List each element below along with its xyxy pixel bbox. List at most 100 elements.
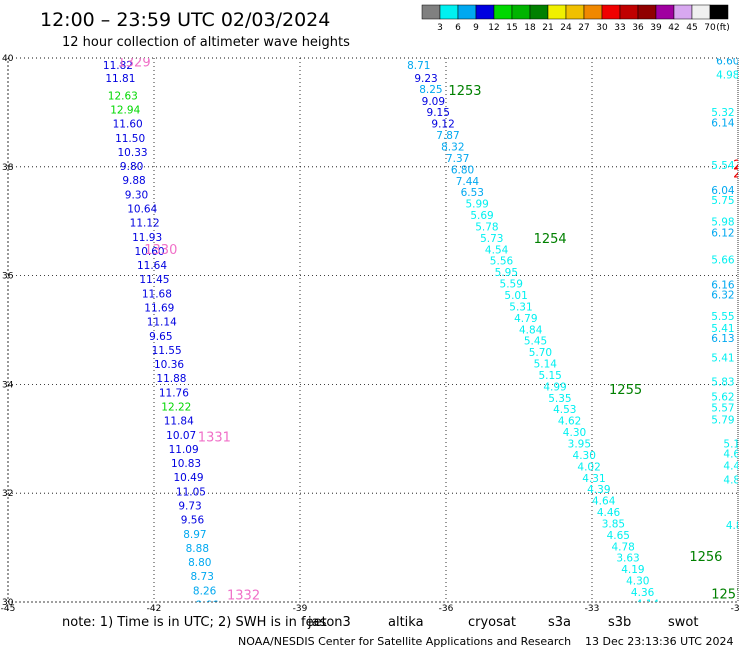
footer-credit: NOAA/NESDIS Center for Satellite Applica… [238,635,571,648]
legend-swatch [583,4,603,20]
wave-height-value: 5.57 [711,403,734,415]
wave-height-value: 6.04 [711,185,735,197]
wave-height-value: 4.39 [587,484,610,496]
wave-height-value: 4.54 [485,244,509,256]
wave-height-value: 4.69 [723,448,740,460]
wave-height-value: 4.46 [597,507,621,519]
pass-number-label: 1330 [144,243,177,258]
wave-height-value: 4.19 [621,564,644,576]
satellite-label: swot [668,615,698,630]
wave-height-value: 4.65 [607,530,630,542]
legend-swatch [673,4,693,20]
legend-swatch [619,4,639,20]
wave-height-value: 5.66 [711,255,735,267]
legend-label: 3 [437,23,443,33]
y-tick-label: 36 [2,272,14,282]
wave-height-value: 8.71 [407,60,430,72]
wave-height-value: 5.59 [500,279,523,291]
x-tick-label: -39 [293,604,308,614]
y-tick-label: 30 [2,598,14,608]
satellite-legend: jason3 altika cryosat s3a s3b swot [307,615,698,630]
pass-number-label: 1254 [534,232,567,247]
wave-height-value: 4.30 [573,450,596,462]
wave-height-value: 5.56 [490,256,514,268]
legend-label: 30 [596,23,608,33]
wave-height-value: 8.66 [195,600,219,612]
footer-timestamp: 13 Dec 23:13:36 UTC 2024 [585,635,733,648]
x-tick-label: -30 [731,604,740,614]
wave-height-value: 12.94 [110,104,140,116]
wave-height-value: 4.53 [553,404,576,416]
wave-height-value: 11.60 [113,119,143,131]
wave-height-value: 5.14 [534,359,558,371]
wave-height-value: 8.88 [186,543,209,555]
y-tick-label: 38 [2,163,14,173]
x-tick-label: -33 [585,604,600,614]
edge-mark: 2 [733,167,740,182]
wave-height-value: 5.62 [711,392,734,404]
wave-height-value: 7.37 [446,153,469,165]
wave-height-value: 9.80 [120,161,143,173]
legend-label: 33 [614,23,625,33]
pass-number-label: 1255 [609,383,642,398]
wave-height-value: 11.76 [159,387,189,399]
wave-height-value: 8.97 [183,529,206,541]
y-tick-label: 40 [2,54,14,64]
wave-height-value: 4.78 [611,541,634,553]
wave-height-value: 9.12 [431,119,454,131]
wave-height-value: 7.44 [456,176,480,188]
wave-height-value: 4.98 [716,70,739,82]
wave-height-value: 4.30 [563,427,586,439]
x-tick-label: -42 [147,604,162,614]
wave-height-value: 11.88 [156,373,186,385]
wave-height-value: 5.73 [480,233,503,245]
x-tick-label: -36 [439,604,454,614]
wave-height-value: 11.05 [176,486,206,498]
wave-height-value: 4.31 [582,473,605,485]
wave-height-value: 4.87 [723,474,740,486]
chart-title: 12:00 – 23:59 UTC 02/03/2024 [40,9,330,31]
wave-height-value: 5.70 [529,347,552,359]
wave-height-value: 4.84 [726,520,740,532]
wave-height-value: 4.02 [577,461,600,473]
wave-height-value: 12.63 [108,90,138,102]
edge-mark: 2 [733,159,740,174]
legend-swatch [511,4,531,20]
wave-height-value: 6.60 [716,56,739,68]
wave-height-value: 5.32 [711,107,734,119]
wave-height-value: 5.54 [711,160,735,172]
wave-height-value: 5.69 [470,210,493,222]
wave-height-value: 11.09 [169,444,199,456]
wave-height-value: 5.45 [524,336,547,348]
wave-height-value: 8.26 [193,585,217,597]
pass-number-label: 1331 [198,431,231,446]
wave-height-value: 6.80 [451,164,474,176]
legend-unit: (ft) [716,23,730,33]
legend-swatch [493,4,513,20]
wave-height-value: 11.93 [132,232,162,244]
wave-height-value: 11.82 [103,60,133,72]
wave-height-value: 6.16 [711,280,735,292]
wave-height-value: 4.62 [558,416,581,428]
wave-height-value: 9.73 [178,501,201,513]
wave-height-value: 3.85 [602,518,625,530]
legend-swatch [601,4,621,20]
wave-height-value: 4.79 [514,313,537,325]
legend-swatch [547,4,567,20]
plot-frame [7,57,739,603]
wave-height-value: 10.49 [173,472,203,484]
pass-number-label: 1329 [118,56,151,71]
wave-height-value: 4.99 [543,381,566,393]
wave-height-value: 9.88 [122,175,145,187]
wave-height-value: 5.78 [475,221,498,233]
wave-height-value: 9.65 [149,331,172,343]
x-tick-label: -45 [1,604,16,614]
legend-label: 6 [455,23,461,33]
y-tick-label: 32 [2,489,13,499]
wave-height-value: 10.83 [171,458,201,470]
legend-label: 18 [524,23,536,33]
wave-height-value: 5.19 [723,439,740,451]
wave-height-value: 5.31 [509,301,532,313]
wave-height-value: 9.09 [422,96,445,108]
wave-height-value: 8.73 [191,571,214,583]
